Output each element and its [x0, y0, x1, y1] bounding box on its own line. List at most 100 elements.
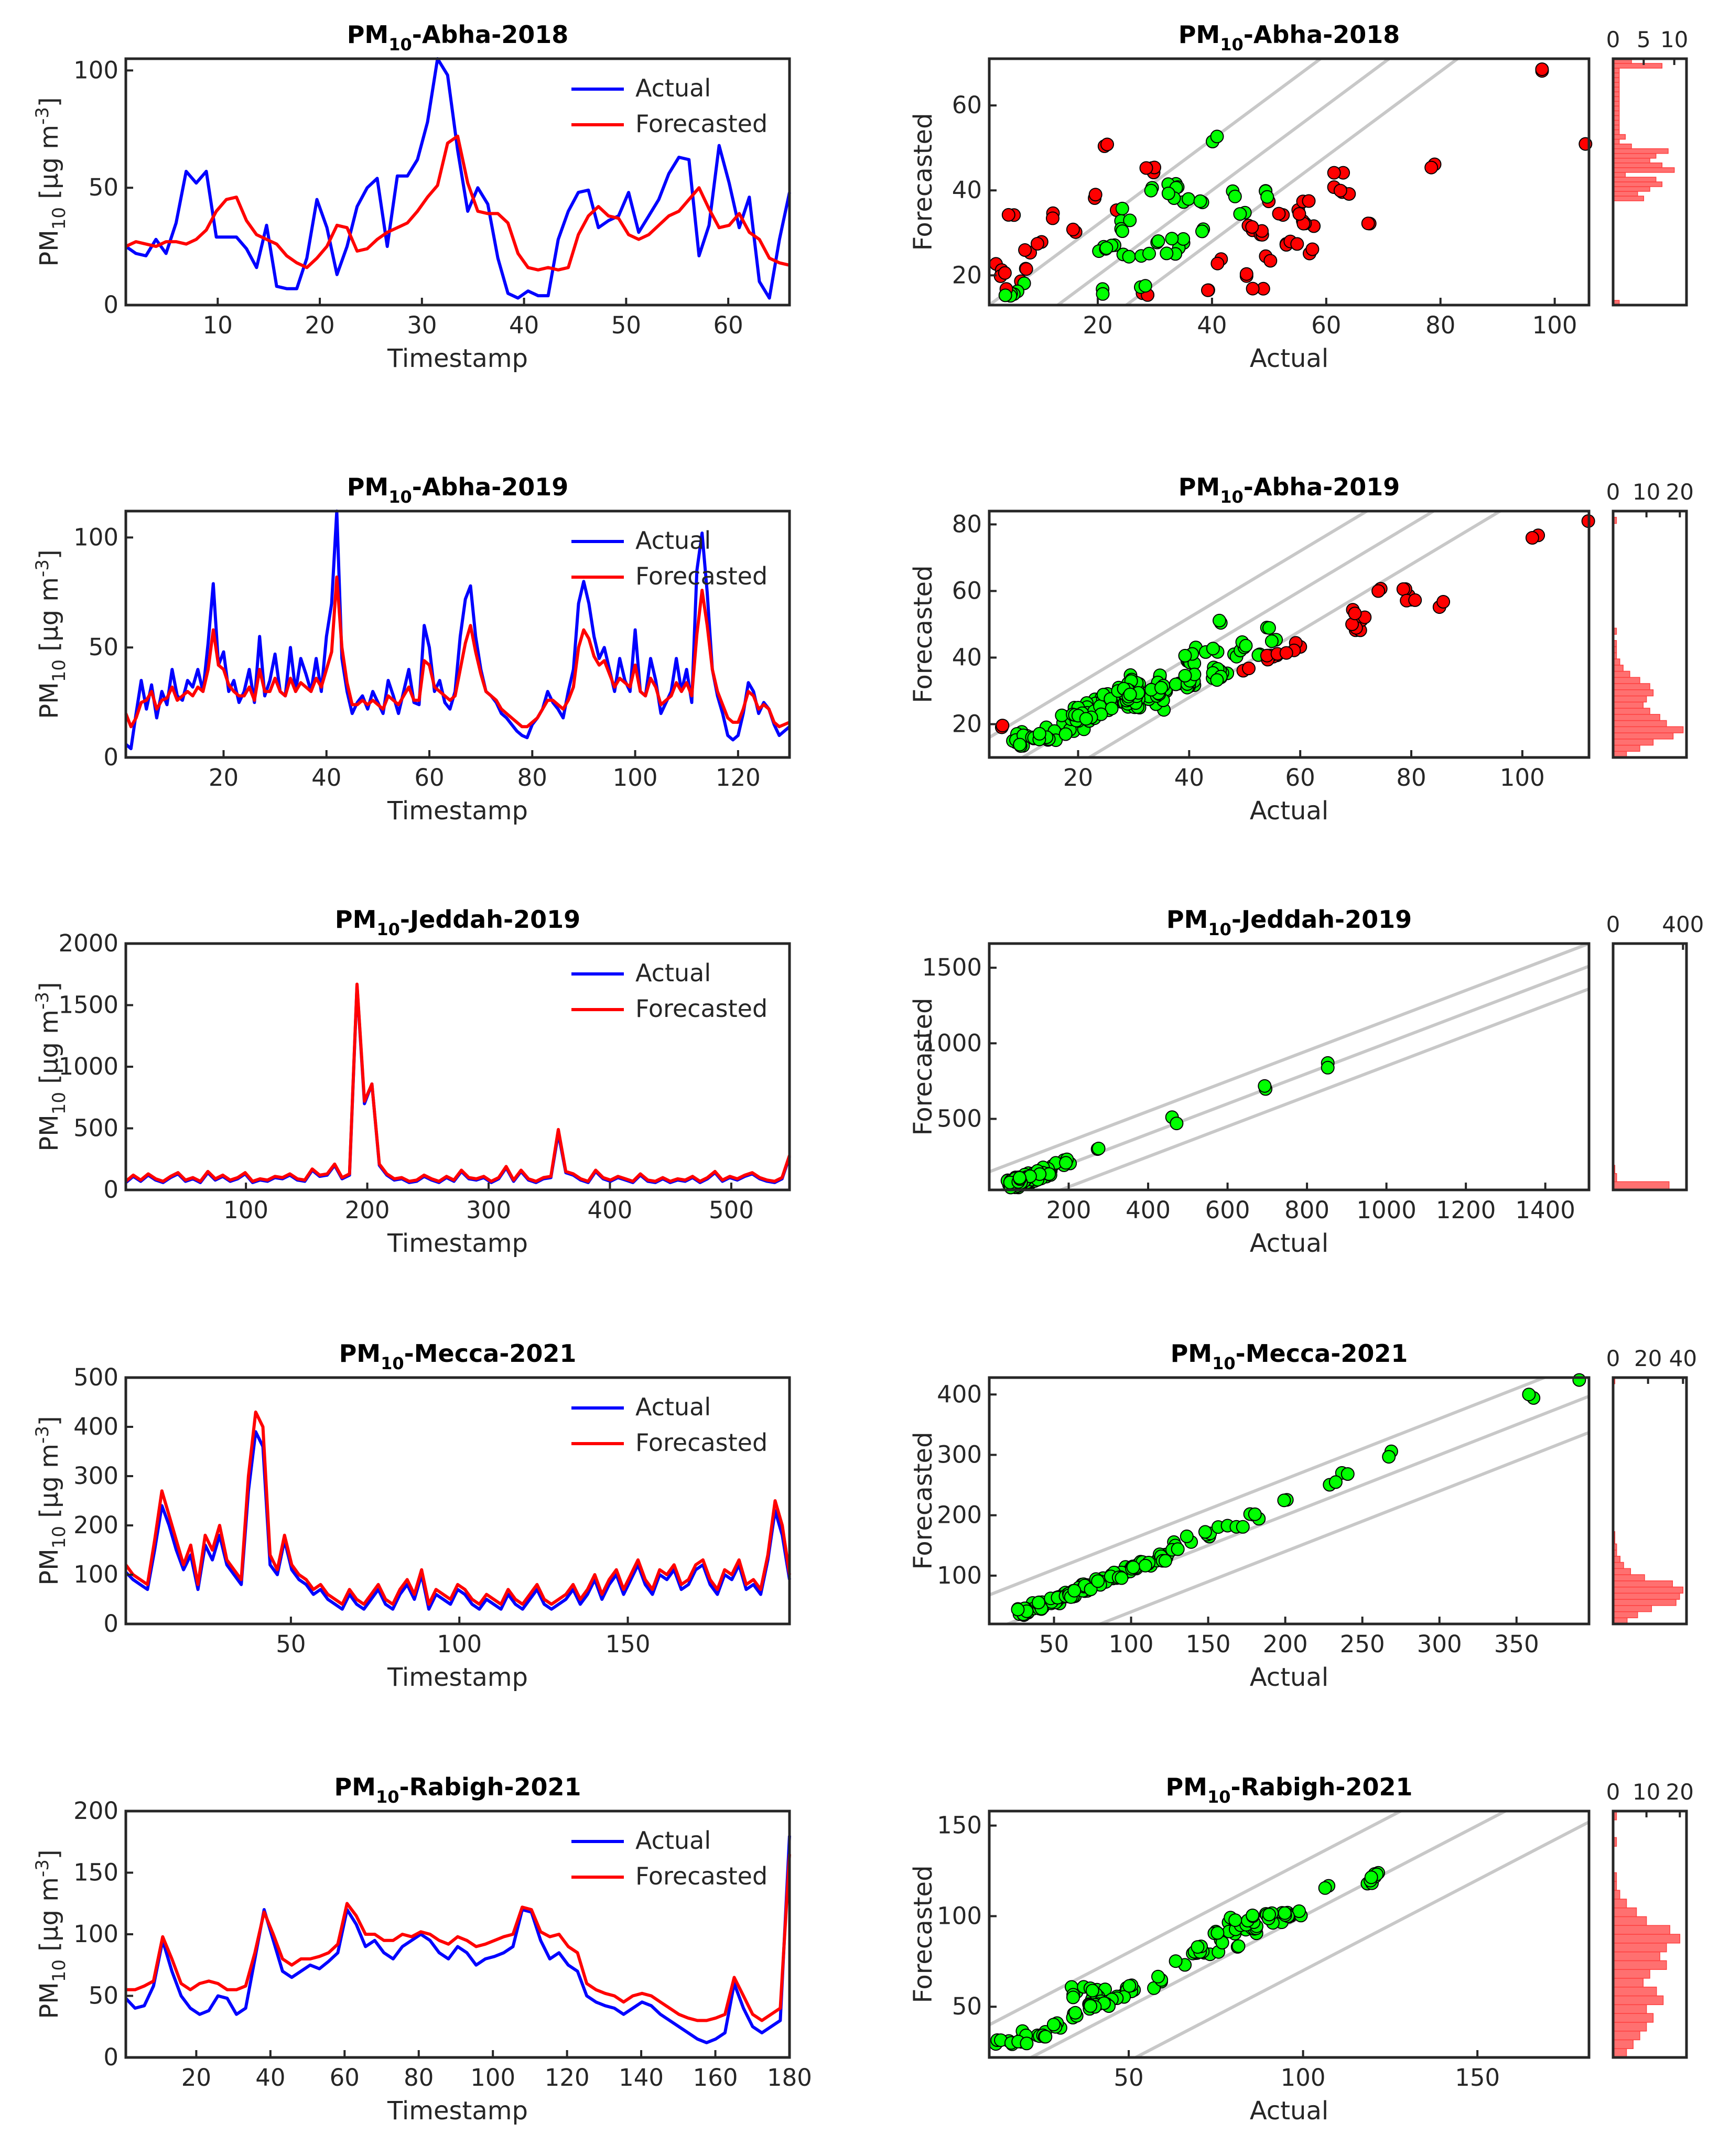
y-tick-label: 40: [952, 176, 982, 204]
scatter-point: [1290, 237, 1304, 251]
scatter-point: [1248, 1507, 1262, 1521]
x-tick-label: 100: [223, 1196, 268, 1224]
scatter-point: [1100, 137, 1114, 151]
scatter-point: [1122, 250, 1136, 264]
hist-tick-label: 400: [1662, 912, 1704, 937]
scatter-point: [1348, 606, 1362, 621]
x-tick-label: 100: [613, 764, 658, 792]
band-line: [989, 944, 1589, 1174]
series-line-forecasted: [124, 575, 791, 729]
scatter-points: [1011, 1373, 1586, 1622]
x-tick-label: 200: [1263, 1630, 1308, 1658]
scatter-point: [1169, 1954, 1183, 1968]
y-tick-label: 60: [952, 91, 982, 119]
hist-bar: [1613, 1580, 1673, 1588]
scatter-point: [1260, 190, 1274, 204]
hist-bar: [1613, 695, 1647, 703]
hist-bar: [1613, 1934, 1681, 1944]
legend: Actual Forecasted: [571, 1826, 767, 1890]
scatter-point: [1123, 213, 1137, 227]
y-axis-label: PM10 [μg m-3]: [32, 1849, 70, 2019]
scatter-point: [1264, 634, 1279, 648]
histogram-mecca2021: 0 20 40: [1606, 1346, 1697, 1626]
y-tick-label: 100: [73, 523, 118, 551]
scatter-point: [1228, 1913, 1242, 1927]
scatter-point: [1161, 187, 1175, 200]
scatter-point: [1115, 224, 1129, 238]
scatter-point: [1436, 595, 1451, 609]
x-axis-label: Actual: [1250, 796, 1328, 826]
scatter-point: [1138, 279, 1152, 293]
y-axis-label: PM10 [μg m-3]: [32, 549, 70, 719]
hist-bar: [1613, 134, 1626, 140]
hist-bar: [1613, 1899, 1627, 1909]
x-tick-label: 20: [181, 2064, 211, 2092]
scatter-point: [1321, 1060, 1335, 1075]
hist-bar: [1613, 1599, 1677, 1606]
hist-bar: [1613, 186, 1650, 192]
timeseries-mecca2021: 50 100 150 0 100 200 300 400 500 PM10-Mecca-2021 T…: [32, 1339, 791, 1692]
row-jeddah2019: 100 200 300 400 5000500100015002000PM10-Jedd…: [32, 905, 1704, 1258]
scatter-point: [1099, 241, 1113, 255]
legend-label-actual: Actual: [635, 74, 711, 102]
y-tick-label: 0: [103, 743, 118, 771]
hist-tick-label: 20: [1666, 479, 1694, 505]
scatter-points: [1000, 1056, 1335, 1195]
band-line: [1056, 987, 1589, 1190]
scatter-point: [1178, 648, 1192, 663]
plot-frame: [988, 57, 1591, 307]
hist-bar: [1613, 670, 1630, 678]
y-tick-label: 400: [937, 1380, 982, 1408]
y-tick-label: 300: [73, 1462, 118, 1490]
tolerance-bands: [989, 59, 1461, 305]
x-axis-label: Timestamp: [387, 1229, 528, 1258]
chart-title: PM10-Abha-2019: [347, 473, 569, 507]
legend-label-forecasted: Forecasted: [635, 562, 767, 590]
hist-bar: [1613, 1586, 1684, 1594]
y-tick-label: 200: [937, 1501, 982, 1529]
band-line: [989, 59, 1323, 305]
scatter-point: [1213, 613, 1226, 627]
scatter-point: [1328, 1475, 1343, 1489]
scatter-point: [1159, 1554, 1172, 1568]
scatter-point: [1239, 267, 1253, 281]
x-axis-label: Timestamp: [387, 796, 528, 826]
y-tick-label: 1500: [58, 991, 118, 1019]
scatter-rabigh2021: 50 100 150 50 100 150 PM10-Rabigh-2021 Actual Fo…: [909, 1773, 1591, 2126]
hist-bar: [1613, 720, 1667, 728]
hist-bar: [1613, 744, 1640, 752]
y-tick-label: 500: [73, 1114, 118, 1142]
scatter-point: [1154, 681, 1168, 695]
y-tick-label: 0: [103, 291, 118, 319]
x-tick-label: 100: [470, 2064, 515, 2092]
scatter-point: [1180, 1529, 1194, 1543]
scatter-point: [1011, 1602, 1025, 1617]
legend: Actual Forecasted: [571, 959, 767, 1023]
hist-bar: [1613, 665, 1624, 672]
plot-frame: [988, 1810, 1591, 2059]
timeseries-abha2019: 20 40 60 80 100 120 0 50 100 PM10-Abha-2019 Timest…: [32, 473, 791, 826]
x-tick-label: 600: [1205, 1196, 1250, 1224]
scatter-point: [1115, 1571, 1129, 1585]
x-tick-label: 400: [1126, 1196, 1171, 1224]
y-tick-label: 60: [952, 577, 982, 604]
y-tick-label: 20: [952, 710, 982, 738]
x-axis-label: Timestamp: [387, 344, 528, 373]
y-tick-label: 1000: [922, 1029, 982, 1057]
scatter-point: [1067, 1584, 1082, 1598]
y-tick-label: 200: [73, 1797, 118, 1825]
row-mecca2021: 50 100 1500100200300400500PM10-Mecca-2021T…: [32, 1339, 1697, 1692]
x-tick-label: 10: [203, 311, 233, 339]
y-tick-label: 300: [937, 1440, 982, 1468]
y-tick-label: 50: [89, 1982, 118, 2010]
hist-tick-label: 10: [1632, 1779, 1660, 1805]
x-tick-label: 50: [276, 1630, 306, 1658]
legend-label-forecasted: Forecasted: [635, 1428, 767, 1457]
scatter-points: [994, 514, 1595, 753]
scatter-point: [1246, 1909, 1260, 1922]
hist-bar: [1613, 196, 1645, 201]
x-tick-label: 20: [1083, 311, 1112, 339]
y-tick-label: 50: [89, 633, 118, 661]
timeseries-rabigh2021: 20 40 60 80 100 120 140 160 180 0 50 100 150 200 PM10-…: [32, 1773, 812, 2126]
scatter-point: [1382, 1450, 1396, 1464]
